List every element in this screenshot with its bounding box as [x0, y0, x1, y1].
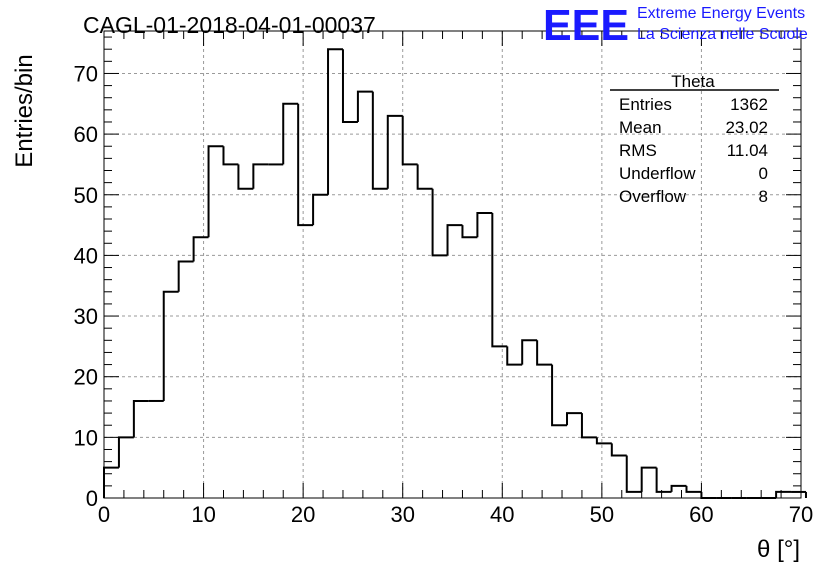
axis-ticks — [103, 31, 802, 499]
stats-value-mean: 23.02 — [725, 118, 768, 137]
stats-label-overflow: Overflow — [619, 187, 687, 206]
y-axis-label: Entries/bin — [11, 54, 38, 167]
y-tick-label: 70 — [74, 61, 98, 86]
y-tick-label: 50 — [74, 183, 98, 208]
x-tick-label: 30 — [390, 502, 414, 527]
stats-value-underflow: 0 — [759, 164, 768, 183]
histogram-bin — [431, 188, 448, 257]
histogram-bin — [371, 91, 388, 190]
logo-line1: Extreme Energy Events — [637, 5, 805, 22]
y-tick-label: 0 — [86, 486, 98, 511]
logo-line2: La Scienza nelle Scuole — [637, 26, 808, 43]
histogram-bin — [461, 225, 478, 239]
stats-box: Theta Entries 1362 Mean 23.02 RMS 11.04 … — [610, 72, 779, 206]
histogram-bin — [297, 103, 314, 227]
histogram-bin — [625, 455, 642, 493]
y-tick-label: 30 — [74, 304, 98, 329]
histogram-bin — [356, 90, 373, 122]
x-tick-label: 50 — [590, 502, 614, 527]
stats-title: Theta — [671, 72, 715, 91]
histogram-bin — [566, 412, 582, 426]
histogram-bin — [640, 466, 657, 492]
stats-value-entries: 1362 — [730, 95, 768, 114]
tick-labels: 0 10 20 30 40 50 60 70 0 10 20 30 40 50 60 70 — [74, 61, 814, 527]
stats-label-entries: Entries — [619, 95, 672, 114]
histogram-bin — [386, 114, 403, 189]
histogram-bin — [670, 484, 687, 492]
histogram-bin — [700, 491, 717, 499]
x-tick-label: 60 — [689, 502, 713, 527]
histogram-bin — [521, 339, 538, 365]
x-axis-label: θ [°] — [757, 536, 800, 563]
histogram-bin — [103, 466, 119, 498]
histogram-bin — [177, 260, 194, 292]
histogram-bin — [655, 467, 672, 493]
histogram — [103, 48, 807, 499]
histogram-bin — [446, 224, 463, 256]
histogram-bin — [685, 485, 702, 493]
histogram-bin — [506, 346, 523, 366]
x-tick-label: 40 — [490, 502, 514, 527]
histogram-bin — [252, 163, 269, 189]
histogram-bin — [162, 290, 179, 401]
x-tick-label: 10 — [191, 502, 215, 527]
histogram-bin — [775, 490, 792, 498]
stats-label-underflow: Underflow — [619, 164, 696, 183]
histogram-bin — [595, 437, 612, 445]
histogram-bin — [117, 436, 134, 468]
histogram-bin — [491, 212, 508, 348]
histogram-bin — [237, 164, 254, 190]
histogram-bin — [416, 164, 433, 190]
plot-frame — [103, 30, 802, 499]
histogram-bin — [610, 443, 627, 457]
histogram-bin — [341, 49, 358, 123]
x-tick-label: 70 — [789, 502, 813, 527]
chart-title: CAGL-01-2018-04-01-00037 — [83, 12, 376, 38]
stats-value-overflow: 8 — [759, 187, 768, 206]
histogram-bin — [222, 146, 239, 166]
stats-value-rms: 11.04 — [727, 141, 768, 160]
histogram-bin — [476, 211, 493, 238]
eee-logo: EEE Extreme Energy Events La Scienza nel… — [543, 1, 808, 50]
histogram-bin — [401, 115, 418, 166]
histogram-bin — [192, 236, 209, 262]
logo-mark: EEE — [543, 1, 629, 50]
y-tick-label: 10 — [74, 425, 98, 450]
x-tick-label: 20 — [291, 502, 315, 527]
histogram-bin — [551, 364, 568, 427]
histogram-bin — [327, 48, 343, 195]
x-tick-label: 0 — [98, 502, 110, 527]
histogram-bin — [132, 399, 149, 438]
y-tick-label: 40 — [74, 243, 98, 268]
histogram-bin — [580, 413, 597, 439]
y-tick-label: 20 — [74, 365, 98, 390]
histogram-bin — [536, 340, 553, 366]
y-tick-label: 60 — [74, 122, 98, 147]
histogram-bin — [312, 193, 329, 226]
grid — [104, 31, 801, 498]
stats-label-rms: RMS — [619, 141, 657, 160]
histogram-bin — [207, 145, 224, 238]
histogram-bin — [282, 102, 299, 165]
stats-label-mean: Mean — [619, 118, 662, 137]
